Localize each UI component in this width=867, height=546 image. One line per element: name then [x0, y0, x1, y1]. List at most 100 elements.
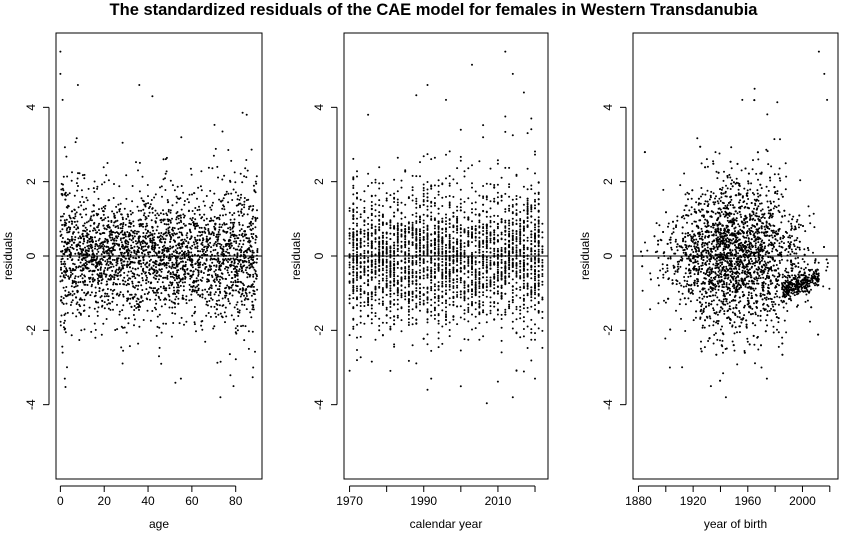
data-point — [157, 232, 160, 235]
data-point — [456, 215, 459, 218]
data-point — [541, 261, 544, 264]
data-point — [356, 258, 358, 261]
data-point — [168, 287, 171, 290]
data-point — [474, 213, 477, 216]
data-point — [121, 225, 124, 228]
data-point — [433, 268, 436, 271]
data-point — [530, 268, 533, 271]
data-point — [415, 200, 418, 203]
data-point — [211, 167, 214, 170]
data-point — [138, 256, 140, 259]
data-point — [211, 261, 214, 264]
data-point — [86, 199, 89, 202]
data-point — [530, 265, 533, 268]
data-point — [381, 302, 384, 305]
data-point — [116, 225, 119, 227]
data-point — [437, 288, 440, 291]
data-point — [171, 306, 174, 309]
data-point — [534, 252, 536, 255]
data-point — [254, 270, 257, 273]
data-point — [118, 283, 121, 285]
data-point — [153, 196, 156, 199]
data-point — [115, 235, 118, 238]
data-point — [534, 338, 536, 341]
data-point — [239, 196, 242, 199]
data-point — [359, 293, 362, 296]
data-point — [165, 212, 168, 215]
data-point — [407, 253, 410, 256]
data-point — [445, 246, 447, 249]
data-point — [169, 209, 172, 212]
data-point — [177, 217, 180, 220]
data-point — [219, 282, 222, 285]
data-point — [86, 260, 88, 263]
data-point — [182, 260, 184, 263]
data-point — [482, 242, 485, 245]
data-point — [378, 329, 381, 332]
data-point — [445, 216, 447, 219]
data-point — [400, 233, 403, 236]
data-point — [109, 236, 112, 239]
data-point — [201, 256, 204, 259]
data-point — [229, 232, 232, 234]
data-point — [426, 310, 429, 313]
data-point — [215, 315, 218, 318]
data-point — [197, 273, 200, 276]
data-point — [526, 207, 529, 210]
data-point — [138, 281, 141, 284]
data-point — [474, 290, 477, 293]
data-point — [459, 259, 462, 262]
data-point — [489, 267, 492, 270]
data-point — [172, 276, 175, 279]
data-point — [519, 251, 522, 253]
data-point — [478, 226, 481, 229]
data-point — [241, 214, 244, 217]
data-point — [493, 302, 496, 304]
data-point — [363, 206, 366, 209]
data-point — [86, 266, 89, 269]
data-point — [108, 226, 111, 229]
data-point — [103, 295, 106, 298]
data-point — [526, 199, 529, 202]
data-point — [374, 225, 377, 228]
data-point — [100, 257, 103, 260]
data-point — [485, 182, 488, 185]
data-point — [170, 335, 173, 338]
data-point — [515, 262, 518, 264]
data-point — [60, 266, 62, 269]
data-point — [202, 272, 205, 274]
data-point — [61, 279, 64, 282]
data-point — [178, 231, 181, 234]
data-point — [64, 331, 67, 334]
data-point — [515, 294, 518, 297]
data-point — [522, 203, 525, 206]
data-point — [471, 186, 473, 189]
data-point — [93, 295, 96, 298]
data-point — [238, 309, 241, 312]
data-point — [452, 295, 455, 298]
data-point — [132, 296, 135, 299]
data-point — [60, 263, 63, 266]
data-point — [174, 298, 177, 301]
data-point — [127, 249, 130, 251]
data-point — [211, 204, 214, 207]
data-point — [98, 274, 101, 277]
data-point — [254, 298, 257, 301]
data-point — [182, 242, 185, 245]
data-point — [100, 282, 103, 285]
data-point — [467, 197, 470, 200]
data-point — [236, 256, 239, 259]
data-point — [448, 226, 451, 229]
data-point — [485, 196, 488, 199]
data-point — [141, 299, 144, 302]
data-point — [541, 231, 544, 234]
data-point — [404, 203, 407, 206]
data-point — [511, 223, 514, 226]
data-point — [194, 246, 197, 249]
data-point — [496, 313, 499, 316]
data-point — [181, 250, 183, 253]
data-point — [119, 247, 122, 250]
data-point — [169, 235, 172, 238]
data-point — [94, 247, 96, 250]
data-point — [87, 247, 90, 250]
